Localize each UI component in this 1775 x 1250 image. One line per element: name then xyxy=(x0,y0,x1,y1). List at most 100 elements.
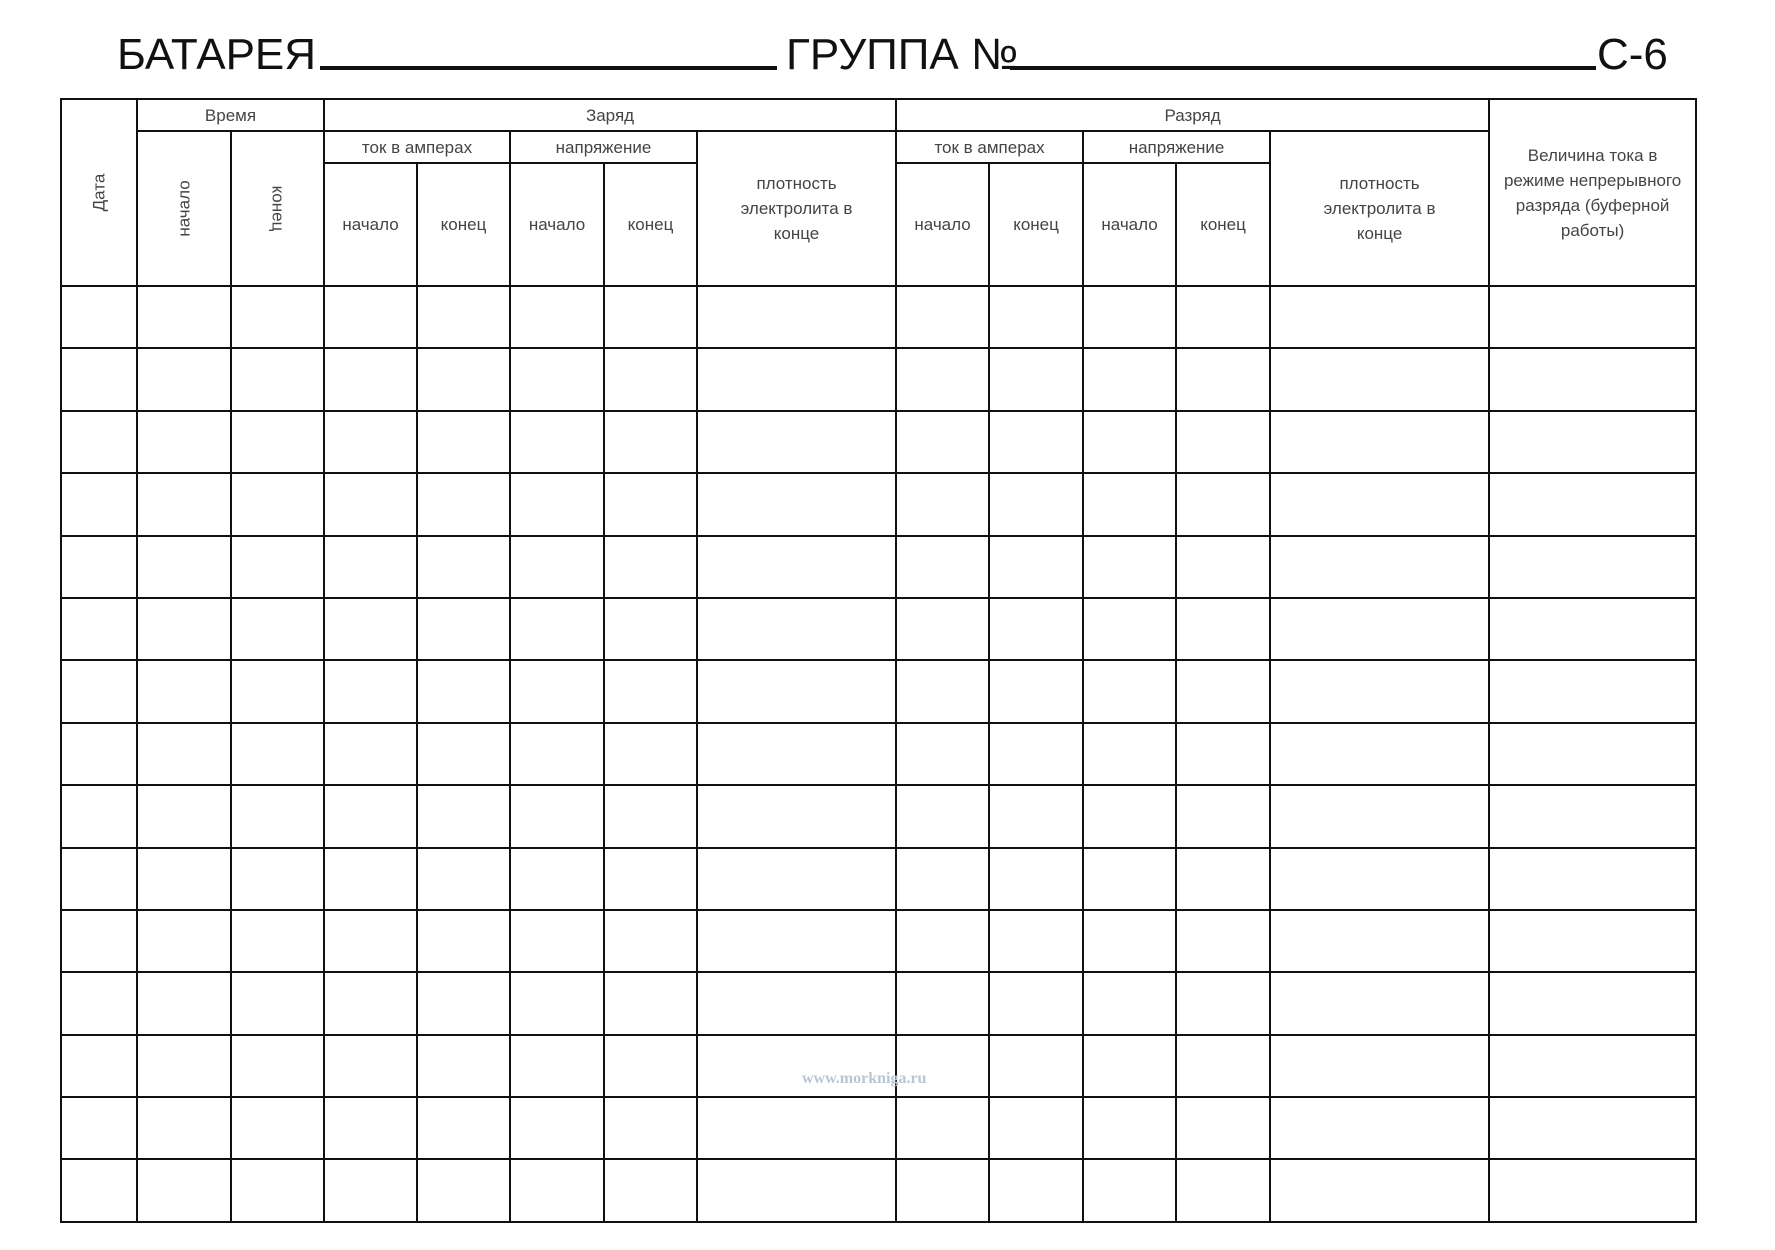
table-cell[interactable] xyxy=(509,846,605,911)
table-cell[interactable] xyxy=(603,1033,698,1099)
table-cell[interactable] xyxy=(1175,908,1272,974)
table-cell[interactable] xyxy=(1082,971,1178,1036)
table-cell[interactable] xyxy=(1488,908,1698,974)
table-cell[interactable] xyxy=(1082,1096,1178,1161)
table-cell[interactable] xyxy=(895,284,991,350)
table-cell[interactable] xyxy=(1488,659,1698,724)
table-cell[interactable] xyxy=(60,1096,138,1161)
table-cell[interactable] xyxy=(416,596,511,662)
table-cell[interactable] xyxy=(1269,659,1491,724)
table-cell[interactable] xyxy=(60,1033,138,1099)
table-cell[interactable] xyxy=(988,846,1085,911)
table-cell[interactable] xyxy=(230,721,325,787)
table-cell[interactable] xyxy=(136,721,232,787)
table-cell[interactable] xyxy=(60,534,138,599)
table-cell[interactable] xyxy=(136,409,232,475)
table-cell[interactable] xyxy=(230,846,325,911)
table-cell[interactable] xyxy=(988,534,1085,599)
table-cell[interactable] xyxy=(1488,284,1698,350)
table-cell[interactable] xyxy=(895,908,991,974)
table-cell[interactable] xyxy=(1082,409,1178,475)
table-cell[interactable] xyxy=(695,284,898,350)
table-cell[interactable] xyxy=(603,1158,698,1223)
table-cell[interactable] xyxy=(60,908,138,974)
table-cell[interactable] xyxy=(695,1158,898,1223)
table-cell[interactable] xyxy=(136,1033,232,1099)
table-cell[interactable] xyxy=(1175,659,1272,724)
table-cell[interactable] xyxy=(323,659,418,724)
table-cell[interactable] xyxy=(1082,472,1178,537)
table-cell[interactable] xyxy=(230,409,325,475)
table-cell[interactable] xyxy=(136,534,232,599)
table-cell[interactable] xyxy=(323,472,418,537)
table-cell[interactable] xyxy=(1269,409,1491,475)
table-cell[interactable] xyxy=(895,534,991,599)
table-cell[interactable] xyxy=(509,534,605,599)
table-cell[interactable] xyxy=(1269,1033,1491,1099)
table-cell[interactable] xyxy=(136,971,232,1036)
table-cell[interactable] xyxy=(695,534,898,599)
table-cell[interactable] xyxy=(509,284,605,350)
table-cell[interactable] xyxy=(1269,347,1491,412)
table-cell[interactable] xyxy=(1269,971,1491,1036)
table-cell[interactable] xyxy=(136,1158,232,1223)
table-cell[interactable] xyxy=(1269,784,1491,849)
table-cell[interactable] xyxy=(230,534,325,599)
table-cell[interactable] xyxy=(323,971,418,1036)
table-cell[interactable] xyxy=(603,721,698,787)
table-cell[interactable] xyxy=(136,784,232,849)
table-cell[interactable] xyxy=(603,971,698,1036)
table-cell[interactable] xyxy=(895,472,991,537)
table-cell[interactable] xyxy=(509,721,605,787)
table-cell[interactable] xyxy=(895,596,991,662)
group-number-blank-line[interactable] xyxy=(1010,66,1596,70)
table-cell[interactable] xyxy=(416,1096,511,1161)
table-cell[interactable] xyxy=(509,596,605,662)
table-cell[interactable] xyxy=(1269,596,1491,662)
table-cell[interactable] xyxy=(416,347,511,412)
table-cell[interactable] xyxy=(603,659,698,724)
table-cell[interactable] xyxy=(1175,1096,1272,1161)
table-cell[interactable] xyxy=(136,908,232,974)
table-cell[interactable] xyxy=(603,908,698,974)
table-cell[interactable] xyxy=(230,472,325,537)
table-cell[interactable] xyxy=(1488,846,1698,911)
table-cell[interactable] xyxy=(1269,1096,1491,1161)
table-cell[interactable] xyxy=(603,534,698,599)
table-cell[interactable] xyxy=(988,1158,1085,1223)
table-cell[interactable] xyxy=(695,1033,898,1099)
table-cell[interactable] xyxy=(1488,1033,1698,1099)
table-cell[interactable] xyxy=(603,347,698,412)
table-cell[interactable] xyxy=(230,908,325,974)
table-cell[interactable] xyxy=(509,472,605,537)
table-cell[interactable] xyxy=(695,1096,898,1161)
table-cell[interactable] xyxy=(988,284,1085,350)
table-cell[interactable] xyxy=(695,472,898,537)
table-cell[interactable] xyxy=(895,409,991,475)
table-cell[interactable] xyxy=(988,721,1085,787)
table-cell[interactable] xyxy=(416,409,511,475)
table-cell[interactable] xyxy=(1082,659,1178,724)
table-cell[interactable] xyxy=(695,659,898,724)
table-cell[interactable] xyxy=(988,1033,1085,1099)
table-cell[interactable] xyxy=(1488,472,1698,537)
table-cell[interactable] xyxy=(323,784,418,849)
table-cell[interactable] xyxy=(1082,347,1178,412)
table-cell[interactable] xyxy=(1175,1158,1272,1223)
table-cell[interactable] xyxy=(988,784,1085,849)
table-cell[interactable] xyxy=(60,347,138,412)
table-cell[interactable] xyxy=(230,1096,325,1161)
table-cell[interactable] xyxy=(1175,971,1272,1036)
table-cell[interactable] xyxy=(230,1033,325,1099)
table-cell[interactable] xyxy=(603,596,698,662)
table-cell[interactable] xyxy=(695,409,898,475)
table-cell[interactable] xyxy=(60,284,138,350)
table-cell[interactable] xyxy=(230,284,325,350)
table-cell[interactable] xyxy=(60,409,138,475)
table-cell[interactable] xyxy=(1175,409,1272,475)
table-cell[interactable] xyxy=(1269,284,1491,350)
battery-blank-line[interactable] xyxy=(320,66,777,70)
table-cell[interactable] xyxy=(1175,1033,1272,1099)
table-cell[interactable] xyxy=(60,721,138,787)
table-cell[interactable] xyxy=(895,784,991,849)
